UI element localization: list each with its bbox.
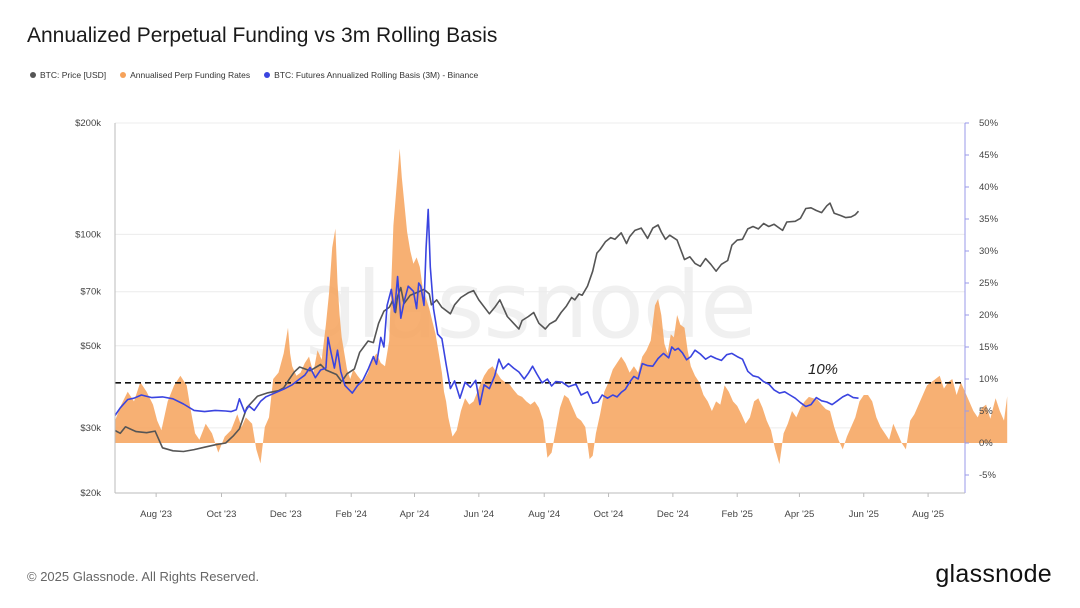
legend: BTC: Price [USD] Annualised Perp Funding… [30, 68, 492, 82]
funding-area-layer [115, 148, 1008, 465]
x-tick-label: Oct '24 [594, 509, 624, 520]
basis-line [114, 208, 859, 416]
y-right-tick-label: 25% [979, 278, 999, 289]
x-tick-label: Dec '23 [270, 509, 302, 520]
y-right-tick-label: 45% [979, 150, 999, 161]
y-left-tick-label: $20k [80, 488, 101, 499]
x-tick-label: Feb '24 [336, 509, 367, 520]
y-left-tick-label: $50k [80, 341, 101, 352]
x-tick-label: Aug '23 [140, 509, 172, 520]
axes-layer: $200k $100k $70k $50k $30k $20k 50% 45% 40% 35% 30… [75, 118, 998, 520]
y-right-tick-label: 50% [979, 118, 999, 129]
basis-line-layer [114, 208, 859, 416]
y-right-tick-label: 35% [979, 214, 999, 225]
y-right-tick-label: 40% [979, 182, 999, 193]
legend-label-basis: BTC: Futures Annualized Rolling Basis (3… [274, 70, 479, 80]
chart-title: Annualized Perpetual Funding vs 3m Rolli… [27, 24, 498, 47]
legend-item-basis[interactable]: BTC: Futures Annualized Rolling Basis (3… [264, 70, 478, 80]
y-right-tick-label: 20% [979, 310, 999, 321]
x-tick-label: Jun '24 [464, 509, 494, 520]
legend-label-price: BTC: Price [USD] [40, 70, 107, 80]
legend-dot-basis [264, 72, 271, 78]
legend-item-price[interactable]: BTC: Price [USD] [30, 70, 106, 80]
x-tick-label: Aug '25 [912, 509, 944, 520]
y-left-tick-label: $200k [75, 118, 101, 129]
y-right-tick-label: 15% [979, 342, 999, 353]
y-left-tick-label: $30k [80, 423, 101, 434]
price-line-layer [114, 202, 860, 453]
x-tick-label: Oct '23 [207, 509, 237, 520]
x-tick-label: Feb '25 [722, 509, 753, 520]
x-tick-label: Dec '24 [657, 509, 689, 520]
annotation-layer: 10% [808, 361, 838, 378]
x-tick-label: Aug '24 [528, 509, 560, 520]
y-right-tick-label: 5% [979, 406, 993, 417]
y-right-tick-label: 10% [979, 374, 999, 385]
legend-dot-funding [120, 72, 127, 78]
y-right-tick-label: -5% [979, 470, 996, 481]
x-tick-label: Jun '25 [849, 509, 879, 520]
y-right-tick-label: 0% [979, 438, 993, 449]
x-tick-label: Apr '24 [400, 509, 430, 520]
price-line [114, 202, 860, 453]
glassnode-logo: glassnode [935, 560, 1052, 588]
x-tick-label: Apr '25 [785, 509, 815, 520]
reference-annotation: 10% [808, 361, 838, 378]
copyright-text: © 2025 Glassnode. All Rights Reserved. [27, 569, 260, 584]
y-left-tick-label: $70k [80, 287, 101, 298]
legend-dot-price [30, 72, 36, 78]
funding-area [115, 148, 1008, 465]
legend-item-funding[interactable]: Annualised Perp Funding Rates [120, 70, 250, 80]
legend-label-funding: Annualised Perp Funding Rates [130, 70, 251, 80]
y-left-tick-label: $100k [75, 229, 101, 240]
y-right-tick-label: 30% [979, 246, 999, 257]
